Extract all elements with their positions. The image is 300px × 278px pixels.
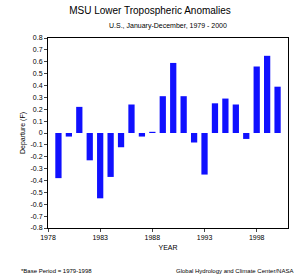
svg-text:*Base Period = 1979-1998: *Base Period = 1979-1998 — [21, 268, 92, 274]
svg-text:0.2: 0.2 — [33, 106, 43, 113]
svg-text:0.1: 0.1 — [33, 118, 43, 125]
svg-text:-0.1: -0.1 — [31, 141, 43, 148]
svg-text:Global Hydrology and Climate C: Global Hydrology and Climate Center/NASA — [176, 268, 293, 274]
svg-text:-0.5: -0.5 — [31, 189, 43, 196]
svg-text:0.7: 0.7 — [33, 46, 43, 53]
svg-text:0.6: 0.6 — [33, 58, 43, 65]
svg-text:-0.2: -0.2 — [31, 153, 43, 160]
svg-text:0: 0 — [39, 129, 43, 136]
svg-text:0.4: 0.4 — [33, 82, 43, 89]
svg-text:-0.7: -0.7 — [31, 213, 43, 220]
svg-text:-0.6: -0.6 — [31, 201, 43, 208]
svg-text:-0.8: -0.8 — [31, 224, 43, 231]
svg-text:MSU Lower Tropospheric Anomali: MSU Lower Tropospheric Anomalies — [69, 5, 231, 16]
svg-text:YEAR: YEAR — [158, 244, 177, 251]
svg-text:1998: 1998 — [249, 234, 265, 241]
svg-text:0.8: 0.8 — [33, 34, 43, 41]
svg-text:-0.3: -0.3 — [31, 165, 43, 172]
svg-text:0.3: 0.3 — [33, 94, 43, 101]
svg-text:U.S., January-December, 1979 -: U.S., January-December, 1979 - 2000 — [109, 22, 227, 30]
svg-text:1988: 1988 — [145, 234, 161, 241]
svg-text:Departure (F): Departure (F) — [19, 112, 27, 154]
svg-text:-0.4: -0.4 — [31, 177, 43, 184]
svg-text:1993: 1993 — [197, 234, 213, 241]
svg-text:1983: 1983 — [92, 234, 108, 241]
svg-text:0.5: 0.5 — [33, 70, 43, 77]
svg-text:1978: 1978 — [40, 234, 56, 241]
